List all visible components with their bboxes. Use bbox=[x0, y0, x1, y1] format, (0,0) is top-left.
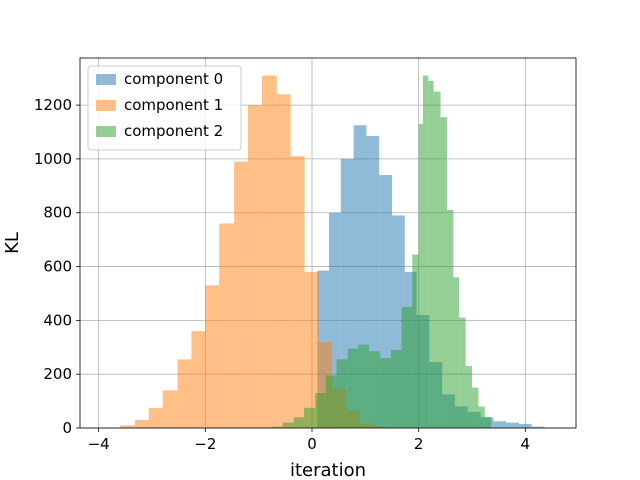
histogram-bar bbox=[120, 425, 135, 428]
histogram-bar bbox=[506, 423, 519, 428]
histogram-bar bbox=[485, 417, 491, 428]
histogram-bar bbox=[348, 349, 359, 428]
histogram-bar bbox=[234, 162, 248, 428]
legend-label: component 2 bbox=[124, 122, 223, 140]
y-tick-label: 0 bbox=[62, 419, 72, 437]
y-tick-label: 600 bbox=[43, 258, 72, 276]
legend-label: component 0 bbox=[124, 70, 223, 88]
histogram-bar bbox=[178, 359, 192, 428]
histogram-bar bbox=[369, 351, 380, 428]
histogram-bar bbox=[478, 406, 484, 428]
histogram-bar bbox=[428, 81, 433, 428]
histogram-bar bbox=[219, 223, 234, 428]
x-axis-label: iteration bbox=[290, 460, 366, 480]
y-tick-label: 400 bbox=[43, 311, 72, 329]
y-tick-label: 1000 bbox=[34, 150, 72, 168]
histogram-bar bbox=[358, 345, 369, 428]
x-tick-label: 0 bbox=[307, 435, 317, 453]
histogram-bar bbox=[149, 408, 163, 428]
histogram-bar bbox=[291, 156, 305, 428]
histogram-bar bbox=[434, 92, 441, 428]
x-tick-label: 4 bbox=[521, 435, 531, 453]
histogram-bar bbox=[337, 359, 348, 428]
histogram-bar bbox=[447, 210, 453, 428]
histogram-bar bbox=[412, 254, 418, 428]
y-axis-label: KL bbox=[2, 232, 23, 254]
legend-swatch bbox=[96, 74, 116, 85]
histogram-bar bbox=[466, 366, 472, 428]
histogram-bar bbox=[277, 94, 291, 428]
histogram-bar bbox=[294, 417, 304, 428]
histogram-bar bbox=[493, 421, 506, 428]
histogram-bar bbox=[519, 424, 532, 428]
y-tick-label: 1200 bbox=[34, 96, 72, 114]
histogram-bar bbox=[315, 393, 326, 428]
histogram-bar bbox=[248, 105, 262, 428]
y-tick-label: 200 bbox=[43, 365, 72, 383]
legend: component 0 component 1 component 2 bbox=[88, 66, 241, 150]
histogram-bar bbox=[262, 75, 277, 428]
histogram-bar bbox=[135, 420, 149, 428]
histogram-bar bbox=[472, 388, 478, 428]
legend-label: component 1 bbox=[124, 96, 223, 114]
histogram-bar bbox=[304, 408, 315, 428]
y-tick-label: 800 bbox=[43, 204, 72, 222]
histogram-bar bbox=[326, 376, 337, 428]
histogram-bar bbox=[441, 117, 447, 428]
x-tick-label: −2 bbox=[194, 435, 216, 453]
histogram-bar bbox=[423, 75, 428, 428]
histogram-bar bbox=[205, 285, 219, 428]
histogram-bar bbox=[419, 124, 423, 428]
histogram-bar bbox=[163, 390, 178, 428]
x-tick-label: −4 bbox=[88, 435, 110, 453]
histogram-bar bbox=[283, 423, 294, 428]
legend-swatch bbox=[96, 100, 116, 111]
histogram-bar bbox=[402, 307, 413, 428]
histogram-bar bbox=[459, 318, 465, 428]
histogram-bar bbox=[453, 277, 459, 428]
legend-swatch bbox=[96, 126, 116, 137]
histogram-bar bbox=[191, 331, 205, 428]
histogram-bar bbox=[380, 358, 391, 428]
histogram-bar bbox=[391, 350, 402, 428]
x-tick-label: 2 bbox=[414, 435, 424, 453]
